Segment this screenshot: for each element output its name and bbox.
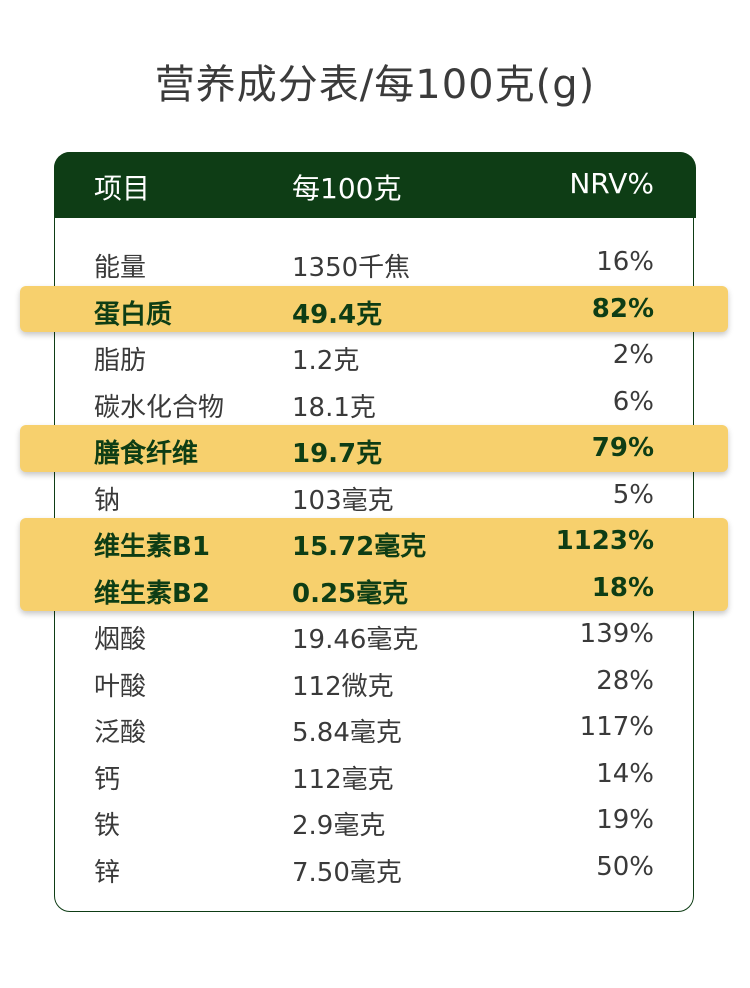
row-item: 泛酸 — [94, 718, 147, 748]
page-title: 营养成分表/每100克(g) — [154, 62, 596, 108]
row-amount: 18.1克 — [292, 392, 376, 423]
row-nrv: 16% — [596, 247, 654, 277]
row-item: 能量 — [94, 253, 147, 283]
row-amount: 19.46毫克 — [292, 625, 419, 655]
table-header: 项目 每100克 NRV% — [54, 152, 696, 218]
row-amount: 103毫克 — [292, 485, 394, 516]
table-row: 叶酸 112微克 28% — [54, 658, 696, 704]
row-amount: 112微克 — [292, 671, 394, 702]
row-nrv: 1123% — [555, 526, 654, 556]
highlight-band — [20, 285, 728, 332]
row-nrv: 117% — [579, 712, 654, 742]
table-row: 蛋白质 49.4克 82% — [54, 286, 696, 332]
table-row: 维生素B1 15.72毫克 1123% — [54, 518, 696, 564]
highlight-band — [20, 518, 728, 611]
row-nrv: 82% — [591, 293, 654, 324]
row-amount: 49.4克 — [292, 299, 383, 330]
header-nrv: NRV% — [569, 167, 654, 200]
row-item: 钙 — [94, 764, 121, 795]
row-amount: 5.84毫克 — [292, 718, 402, 748]
row-nrv: 50% — [596, 851, 654, 882]
row-item: 烟酸 — [94, 625, 147, 655]
row-item: 脂肪 — [94, 346, 147, 376]
row-nrv: 14% — [596, 758, 654, 789]
row-amount: 0.25毫克 — [292, 578, 409, 609]
row-amount: 2.9毫克 — [292, 811, 386, 841]
row-nrv: 2% — [612, 340, 654, 370]
table-row: 锌 7.50毫克 50% — [54, 844, 696, 890]
row-amount: 15.72毫克 — [292, 532, 427, 562]
row-item: 锌 — [94, 857, 121, 888]
row-item: 铁 — [94, 811, 121, 841]
row-item: 碳水化合物 — [94, 392, 225, 423]
row-nrv: 5% — [612, 479, 654, 510]
row-item: 维生素B2 — [94, 578, 210, 609]
header-amount: 每100克 — [292, 172, 402, 205]
header-item: 项目 — [94, 172, 151, 205]
table-row: 铁 2.9毫克 19% — [54, 797, 696, 843]
row-amount: 19.7克 — [292, 439, 383, 469]
row-item: 蛋白质 — [94, 299, 173, 330]
table-row: 泛酸 5.84毫克 117% — [54, 704, 696, 750]
row-nrv: 139% — [579, 619, 654, 649]
row-item: 膳食纤维 — [94, 439, 199, 469]
row-nrv: 79% — [591, 433, 654, 463]
row-nrv: 28% — [596, 665, 654, 696]
row-amount: 1.2克 — [292, 346, 360, 376]
table-row: 脂肪 1.2克 2% — [54, 332, 696, 378]
table-row: 维生素B2 0.25毫克 18% — [54, 565, 696, 611]
row-item: 维生素B1 — [94, 532, 210, 562]
table-row: 烟酸 19.46毫克 139% — [54, 611, 696, 657]
row-item: 叶酸 — [94, 671, 147, 702]
table-row: 钠 103毫克 5% — [54, 472, 696, 518]
row-nrv: 6% — [612, 386, 654, 417]
highlight-band — [20, 425, 728, 472]
table-row: 碳水化合物 18.1克 6% — [54, 379, 696, 425]
table-row: 能量 1350千焦 16% — [54, 239, 696, 285]
row-nrv: 18% — [591, 572, 654, 603]
row-amount: 7.50毫克 — [292, 857, 402, 888]
table-row: 钙 112毫克 14% — [54, 751, 696, 797]
row-amount: 1350千焦 — [292, 253, 411, 283]
row-nrv: 19% — [596, 805, 654, 835]
table-row: 膳食纤维 19.7克 79% — [54, 425, 696, 471]
row-amount: 112毫克 — [292, 764, 394, 795]
row-item: 钠 — [94, 485, 121, 516]
